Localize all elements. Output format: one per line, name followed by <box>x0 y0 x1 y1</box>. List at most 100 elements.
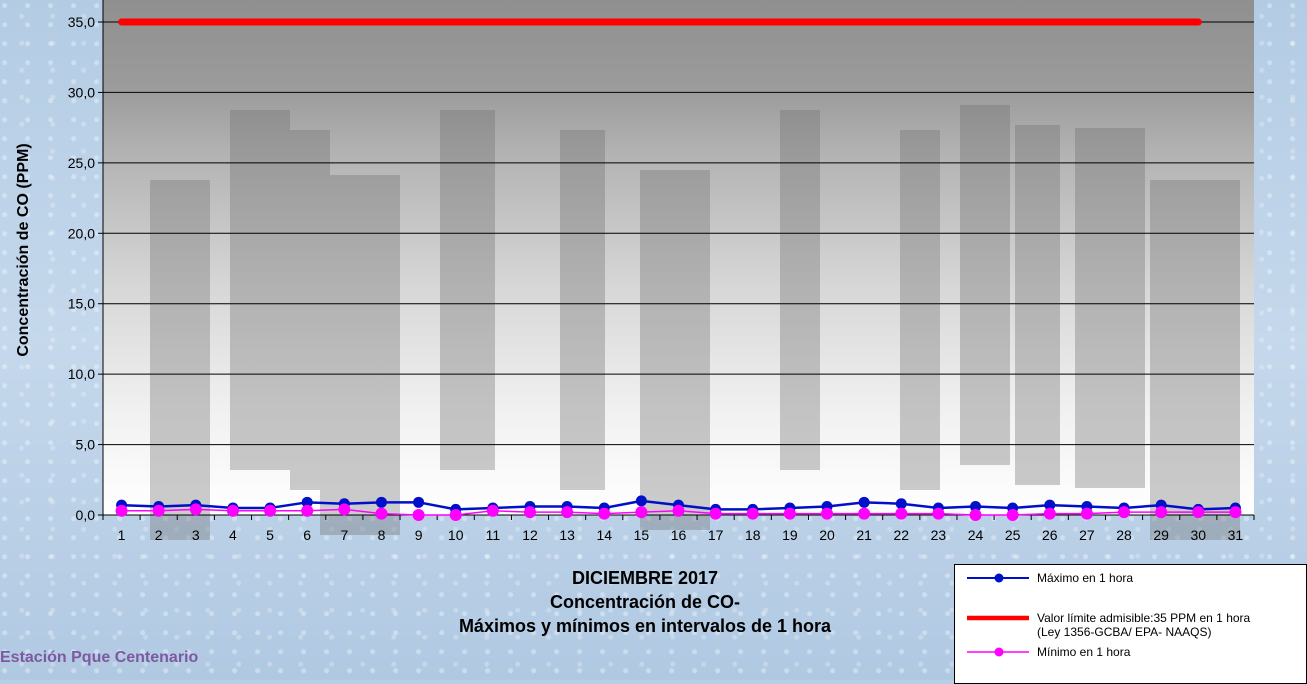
series-point-2 <box>152 504 165 517</box>
title-line-2: Concentración de CO- <box>549 592 741 612</box>
chart-title: DICIEMBRE 2017 Concentración de CO- Máxi… <box>380 566 910 638</box>
x-tick-label: 2 <box>155 527 163 543</box>
series-point-0 <box>895 498 907 510</box>
x-tick-label: 17 <box>708 527 724 543</box>
x-tick-label: 23 <box>931 527 947 543</box>
series-point-2 <box>783 507 796 520</box>
series-point-0 <box>970 501 982 513</box>
x-tick-label: 20 <box>819 527 835 543</box>
station-label: Estación Pque Centenario <box>0 649 199 666</box>
series-group <box>115 18 1242 521</box>
series-point-0 <box>1044 499 1056 511</box>
series-point-0 <box>301 496 313 508</box>
legend-swatch-limit <box>967 615 1029 621</box>
series-point-2 <box>746 507 759 520</box>
series-point-0 <box>635 495 647 507</box>
building-shape <box>560 130 605 490</box>
x-tick-label: 9 <box>415 527 423 543</box>
x-tick-label: 31 <box>1228 527 1244 543</box>
x-tick-label: 30 <box>1191 527 1207 543</box>
x-tick-label: 22 <box>893 527 909 543</box>
x-tick-label: 15 <box>634 527 650 543</box>
y-axis-label: Concentración de CO (PPM) <box>15 143 32 357</box>
x-tick-label: 8 <box>378 527 386 543</box>
x-tick-label: 10 <box>448 527 464 543</box>
x-tick-label: 29 <box>1153 527 1169 543</box>
building-shape <box>1015 125 1060 485</box>
x-tick-label: 27 <box>1079 527 1095 543</box>
series-point-2 <box>1118 506 1131 519</box>
y-tick-label: 25,0 <box>68 155 95 171</box>
series-point-2 <box>1192 506 1205 519</box>
building-shape <box>780 110 820 470</box>
y-axis: 0,0 5,0 10,0 15,0 20,0 25,0 30,0 35,0 <box>68 0 104 523</box>
plot-area <box>103 0 1254 515</box>
legend-swatch-min <box>967 647 1029 657</box>
building-shape <box>1075 128 1145 488</box>
building-shape <box>440 110 495 470</box>
series-point-2 <box>895 507 908 520</box>
legend: Máximo en 1 hora Valor límite admisible:… <box>954 564 1307 684</box>
building-shape <box>960 105 1010 465</box>
x-tick-label: 16 <box>671 527 687 543</box>
series-point-2 <box>709 507 722 520</box>
building-shape <box>640 170 710 530</box>
x-tick-label: 19 <box>782 527 798 543</box>
series-point-0 <box>413 496 425 508</box>
plot-background-buildings <box>150 105 1240 540</box>
series-point-2 <box>1155 506 1168 519</box>
x-tick-label: 18 <box>745 527 761 543</box>
x-tick-label: 4 <box>229 527 237 543</box>
series-point-2 <box>449 509 462 521</box>
y-tick-label: 0,0 <box>76 507 96 523</box>
building-shape <box>320 175 400 535</box>
x-tick-label: 14 <box>596 527 612 543</box>
x-tick-label: 21 <box>856 527 872 543</box>
series-point-2 <box>523 506 536 519</box>
series-point-2 <box>672 504 685 517</box>
series-point-2 <box>264 504 277 517</box>
y-tick-label: 20,0 <box>68 225 95 241</box>
x-tick-label: 11 <box>486 527 501 543</box>
series-point-2 <box>1080 507 1093 520</box>
legend-swatch-max <box>967 573 1029 583</box>
series-point-2 <box>858 507 871 520</box>
building-shape <box>1150 180 1240 540</box>
series-point-2 <box>932 507 945 520</box>
series-point-2 <box>598 507 611 520</box>
x-tick-label: 28 <box>1116 527 1132 543</box>
y-tick-label: 15,0 <box>68 296 95 312</box>
series-point-2 <box>821 507 834 520</box>
series-point-2 <box>189 503 202 516</box>
building-shape <box>150 180 210 540</box>
title-line-1: DICIEMBRE 2017 <box>571 568 719 588</box>
series-point-2 <box>115 504 128 517</box>
x-tick-label: 6 <box>303 527 311 543</box>
series-point-2 <box>412 509 425 521</box>
series-point-2 <box>1043 507 1056 520</box>
series-point-2 <box>486 504 499 517</box>
series-point-2 <box>969 509 982 521</box>
series-point-2 <box>561 506 574 519</box>
x-tick-label: 12 <box>522 527 538 543</box>
series-point-2 <box>635 506 648 519</box>
series-point-2 <box>338 503 351 516</box>
y-tick-label: 30,0 <box>68 84 95 100</box>
x-tick-label: 7 <box>340 527 348 543</box>
building-shape <box>900 130 940 490</box>
series-point-2 <box>301 504 314 517</box>
series-point-2 <box>226 504 239 517</box>
y-tick-label: 10,0 <box>68 366 95 382</box>
series-point-0 <box>375 496 387 508</box>
building-shape <box>290 130 330 490</box>
legend-label-limit: Valor límite admisible:35 PPM en 1 hora <box>1037 611 1251 625</box>
series-point-0 <box>858 496 870 508</box>
series-point-2 <box>375 507 388 520</box>
y-tick-label: 5,0 <box>76 437 96 453</box>
series-point-2 <box>1006 509 1019 521</box>
x-axis: 1 2 3 4 5 6 7 8 9 10 11 12 13 14 15 16 17 18 19 20 21 22 23 24 2… <box>102 514 1255 543</box>
building-shape <box>230 110 290 470</box>
y-tick-label: 35,0 <box>68 14 95 30</box>
title-line-3: Máximos y mínimos en intervalos de 1 hor… <box>458 616 832 636</box>
